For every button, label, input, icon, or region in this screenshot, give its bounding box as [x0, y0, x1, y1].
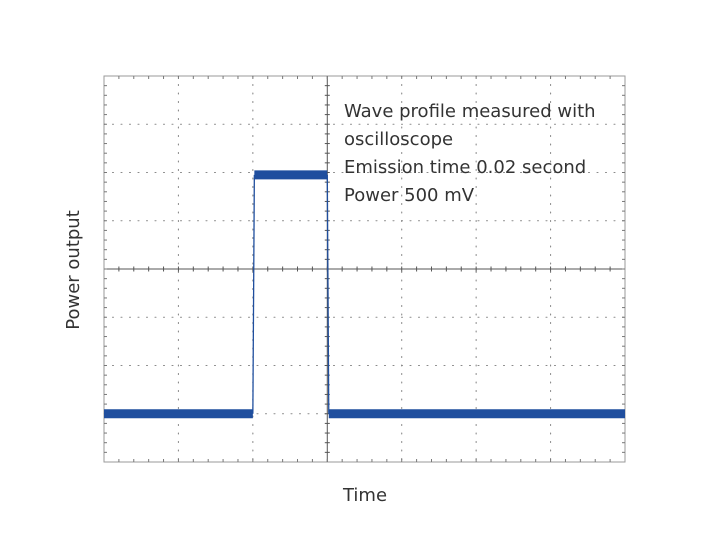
annotation-line-4: Power 500 mV — [344, 185, 475, 206]
series-0 — [104, 170, 625, 419]
y-axis-label: Power output — [63, 210, 84, 330]
annotation-block: Wave profile measured with oscilloscope … — [344, 101, 596, 206]
x-axis-label: Time — [342, 485, 387, 506]
trace-edge-segment — [326, 174, 330, 414]
annotation-line-2: oscilloscope — [344, 129, 453, 150]
annotation-line-1: Wave profile measured with — [344, 101, 596, 122]
annotation-line-3: Emission time 0.02 second — [344, 157, 586, 178]
trace-edge-segment — [252, 174, 255, 414]
series-layer — [104, 170, 625, 419]
